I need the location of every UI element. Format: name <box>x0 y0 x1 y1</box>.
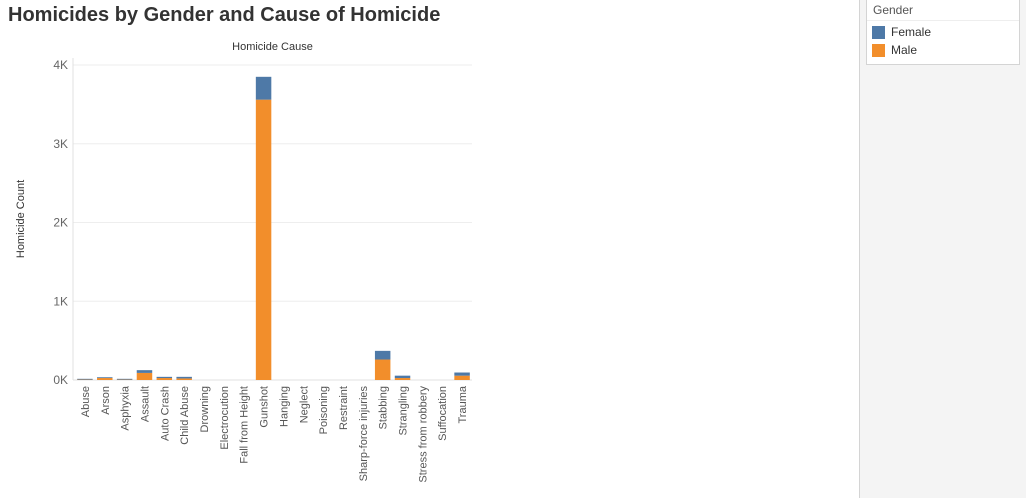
x-tick-label: Fall from Height <box>239 386 251 464</box>
bar-arson-female <box>97 377 113 379</box>
x-tick-label: Trauma <box>457 385 469 423</box>
bar-asphyxia-female <box>116 378 133 380</box>
bar-stabbing-female <box>374 350 391 360</box>
bar-child-abuse-male <box>176 378 192 380</box>
page-title: Homicides by Gender and Cause of Homicid… <box>8 4 441 26</box>
side-panel <box>859 0 1026 498</box>
x-tick-label: Auto Crash <box>159 386 171 441</box>
bar-arson-male <box>97 378 113 380</box>
bar-chart: Homicide Cause 0K 1K 2K 3K 4K Homicide Count Ab… <box>15 41 472 483</box>
x-tick-label: Assault <box>139 386 151 422</box>
chart-title: Homicide Cause <box>232 41 313 53</box>
bar-assault-female <box>136 370 153 373</box>
x-tick-label: Stress from robbery <box>417 386 429 483</box>
y-tick-label: 1K <box>53 294 68 308</box>
bar-auto-crash-female <box>156 376 173 379</box>
legend: Gender Female Male <box>866 0 1020 65</box>
bar-stabbing-male <box>374 359 391 380</box>
y-axis-label: Homicide Count <box>15 180 27 258</box>
bar-strangling-female <box>394 375 411 379</box>
x-tick-label: Drowning <box>199 386 211 432</box>
legend-swatch-female <box>872 25 885 39</box>
y-tick-label: 4K <box>53 58 68 72</box>
bar-gunshot-male <box>255 99 272 381</box>
bar-strangling-male <box>394 378 411 380</box>
x-tick-label: Hanging <box>278 386 290 427</box>
bar-child-abuse-female <box>176 376 192 379</box>
x-tick-label: Asphyxia <box>120 385 132 431</box>
x-tick-label: Restraint <box>338 386 350 430</box>
legend-swatch-male <box>872 43 885 57</box>
legend-item-female[interactable]: Female <box>872 25 1019 39</box>
x-tick-label: Sharp-force injuries <box>358 386 370 482</box>
bar-auto-crash-male <box>156 378 173 380</box>
y-tick-label: 2K <box>53 216 68 230</box>
bar-gunshot-female <box>255 76 272 100</box>
legend-label-male: Male <box>891 43 918 57</box>
bar-trauma-female <box>454 372 470 376</box>
x-tick-label: Neglect <box>298 386 310 423</box>
x-tick-label: Electrocution <box>219 386 231 450</box>
legend-item-male[interactable]: Male <box>872 43 1019 57</box>
bar-assault-male <box>136 372 153 380</box>
y-tick-label: 0K <box>53 373 68 387</box>
legend-label-female: Female <box>891 25 932 39</box>
x-tick-label: Poisoning <box>318 386 330 434</box>
x-tick-label: Abuse <box>80 386 92 417</box>
y-tick-label: 3K <box>53 137 68 151</box>
x-tick-label: Stabbing <box>378 386 390 429</box>
x-tick-label: Suffocation <box>437 386 449 441</box>
bar-abuse-female <box>77 378 93 380</box>
x-tick-label: Arson <box>100 386 112 415</box>
x-tick-label: Gunshot <box>259 386 271 428</box>
x-tick-label: Child Abuse <box>179 386 191 445</box>
x-tick-label: Strangling <box>398 386 410 436</box>
legend-title: Gender <box>867 0 1019 21</box>
bar-trauma-male <box>454 375 470 380</box>
